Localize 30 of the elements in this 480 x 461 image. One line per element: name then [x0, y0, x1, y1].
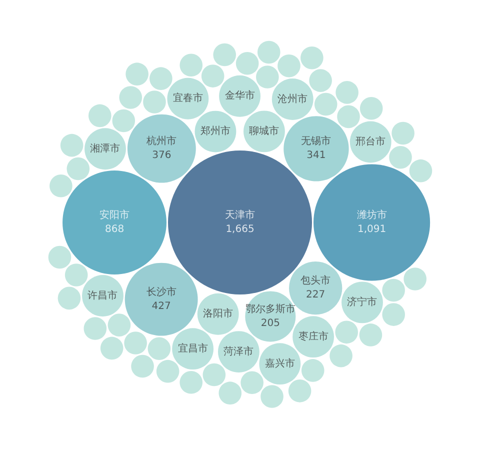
category-label: 金华市: [224, 90, 255, 102]
data-label: 227: [306, 290, 326, 301]
category-label: 宜昌市: [178, 342, 208, 354]
category-label: 安阳市: [100, 209, 130, 221]
category-label: 沧州市: [278, 92, 308, 105]
data-label: 868: [104, 224, 124, 235]
category-label: 嘉兴市: [264, 357, 295, 370]
category-label: 天津市: [225, 209, 255, 221]
category-label: 聊城市: [249, 124, 280, 137]
category-label: 菏泽市: [224, 345, 254, 358]
category-label: 枣庄市: [298, 330, 328, 342]
category-label: 无锡市: [301, 135, 332, 148]
data-label: 427: [152, 300, 171, 312]
category-label: 洛阳市: [203, 308, 234, 320]
category-label: 湘潭市: [90, 142, 120, 154]
data-label: 1,665: [226, 224, 254, 235]
category-label: 鄂尔多斯市: [245, 302, 296, 315]
category-label: 包头市: [300, 274, 331, 287]
category-label: 杭州市: [146, 135, 177, 148]
data-label: 205: [260, 318, 280, 329]
data-label: 341: [306, 150, 326, 162]
category-label: 许昌市: [88, 289, 118, 302]
category-label: 郑州市: [200, 125, 230, 138]
data-label: 376: [152, 150, 172, 162]
category-label: 邢台市: [356, 136, 386, 148]
category-label: 宜春市: [172, 92, 203, 104]
category-label: 潍坊市: [356, 209, 387, 221]
category-label: 长沙市: [146, 286, 176, 298]
data-label: 1,091: [357, 224, 386, 235]
category-label: 济宁市: [347, 296, 378, 308]
